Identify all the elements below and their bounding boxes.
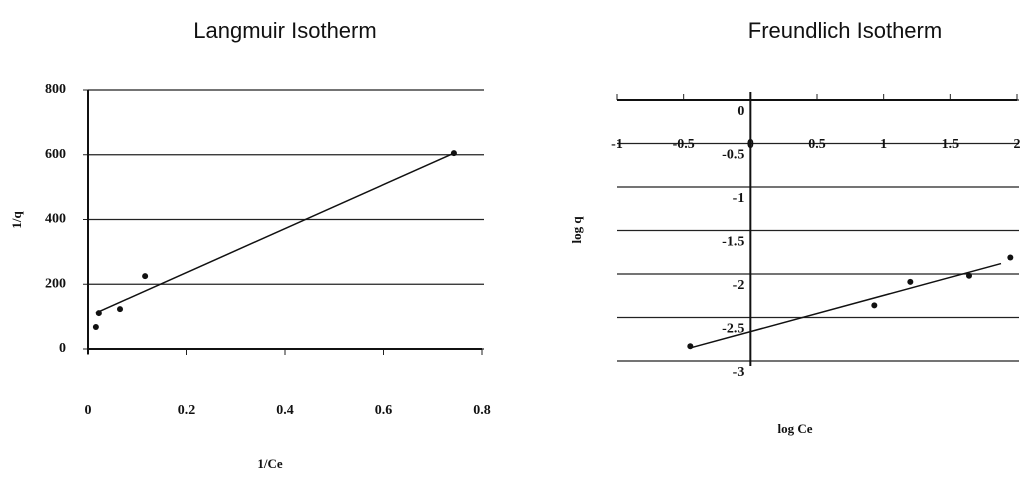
data-point — [871, 302, 878, 309]
chart-title: Freundlich Isotherm — [748, 18, 942, 43]
x-tick-label: 0.5 — [808, 137, 826, 152]
x-tick-label: 0.8 — [473, 403, 491, 418]
y-tick-label: 0 — [737, 104, 744, 119]
x-tick-label: -0.5 — [673, 137, 695, 152]
x-axis-label: log Ce — [777, 421, 812, 436]
data-point — [687, 343, 694, 350]
y-tick-label: -2.5 — [722, 322, 744, 337]
y-tick-label: 600 — [45, 147, 66, 162]
trendline — [95, 152, 455, 314]
y-tick-label: -3 — [733, 365, 745, 380]
y-tick-label: 0 — [59, 341, 66, 356]
x-tick-label: 1.5 — [942, 137, 960, 152]
chart-title: Langmuir Isotherm — [193, 18, 376, 43]
data-point — [450, 150, 457, 157]
y-tick-label: -2 — [733, 278, 745, 293]
y-tick-label: 400 — [45, 212, 66, 227]
y-axis-label: 1/q — [9, 211, 24, 229]
x-tick-label: 0.2 — [178, 403, 196, 418]
data-point — [1007, 254, 1014, 261]
data-point — [142, 273, 149, 280]
x-tick-label: 0.4 — [276, 403, 294, 418]
x-tick-label: 0 — [85, 403, 92, 418]
y-tick-label: 800 — [45, 82, 66, 97]
data-point — [92, 323, 99, 330]
y-tick-label: -0.5 — [722, 148, 744, 163]
data-point — [907, 278, 914, 285]
data-point — [966, 272, 972, 279]
data-point — [117, 306, 124, 313]
data-point — [95, 310, 102, 317]
y-tick-label: -1.5 — [722, 235, 744, 250]
x-tick-label: 2 — [1014, 137, 1021, 152]
y-tick-label: 200 — [45, 276, 66, 291]
x-tick-label: 1 — [880, 137, 887, 152]
x-axis-label: 1/Ce — [257, 456, 283, 471]
trendline — [690, 262, 1002, 349]
x-tick-label: -1 — [611, 137, 623, 152]
y-tick-label: -1 — [733, 191, 745, 206]
x-tick-label: 0.6 — [375, 403, 393, 418]
y-axis-label: log q — [569, 216, 584, 244]
